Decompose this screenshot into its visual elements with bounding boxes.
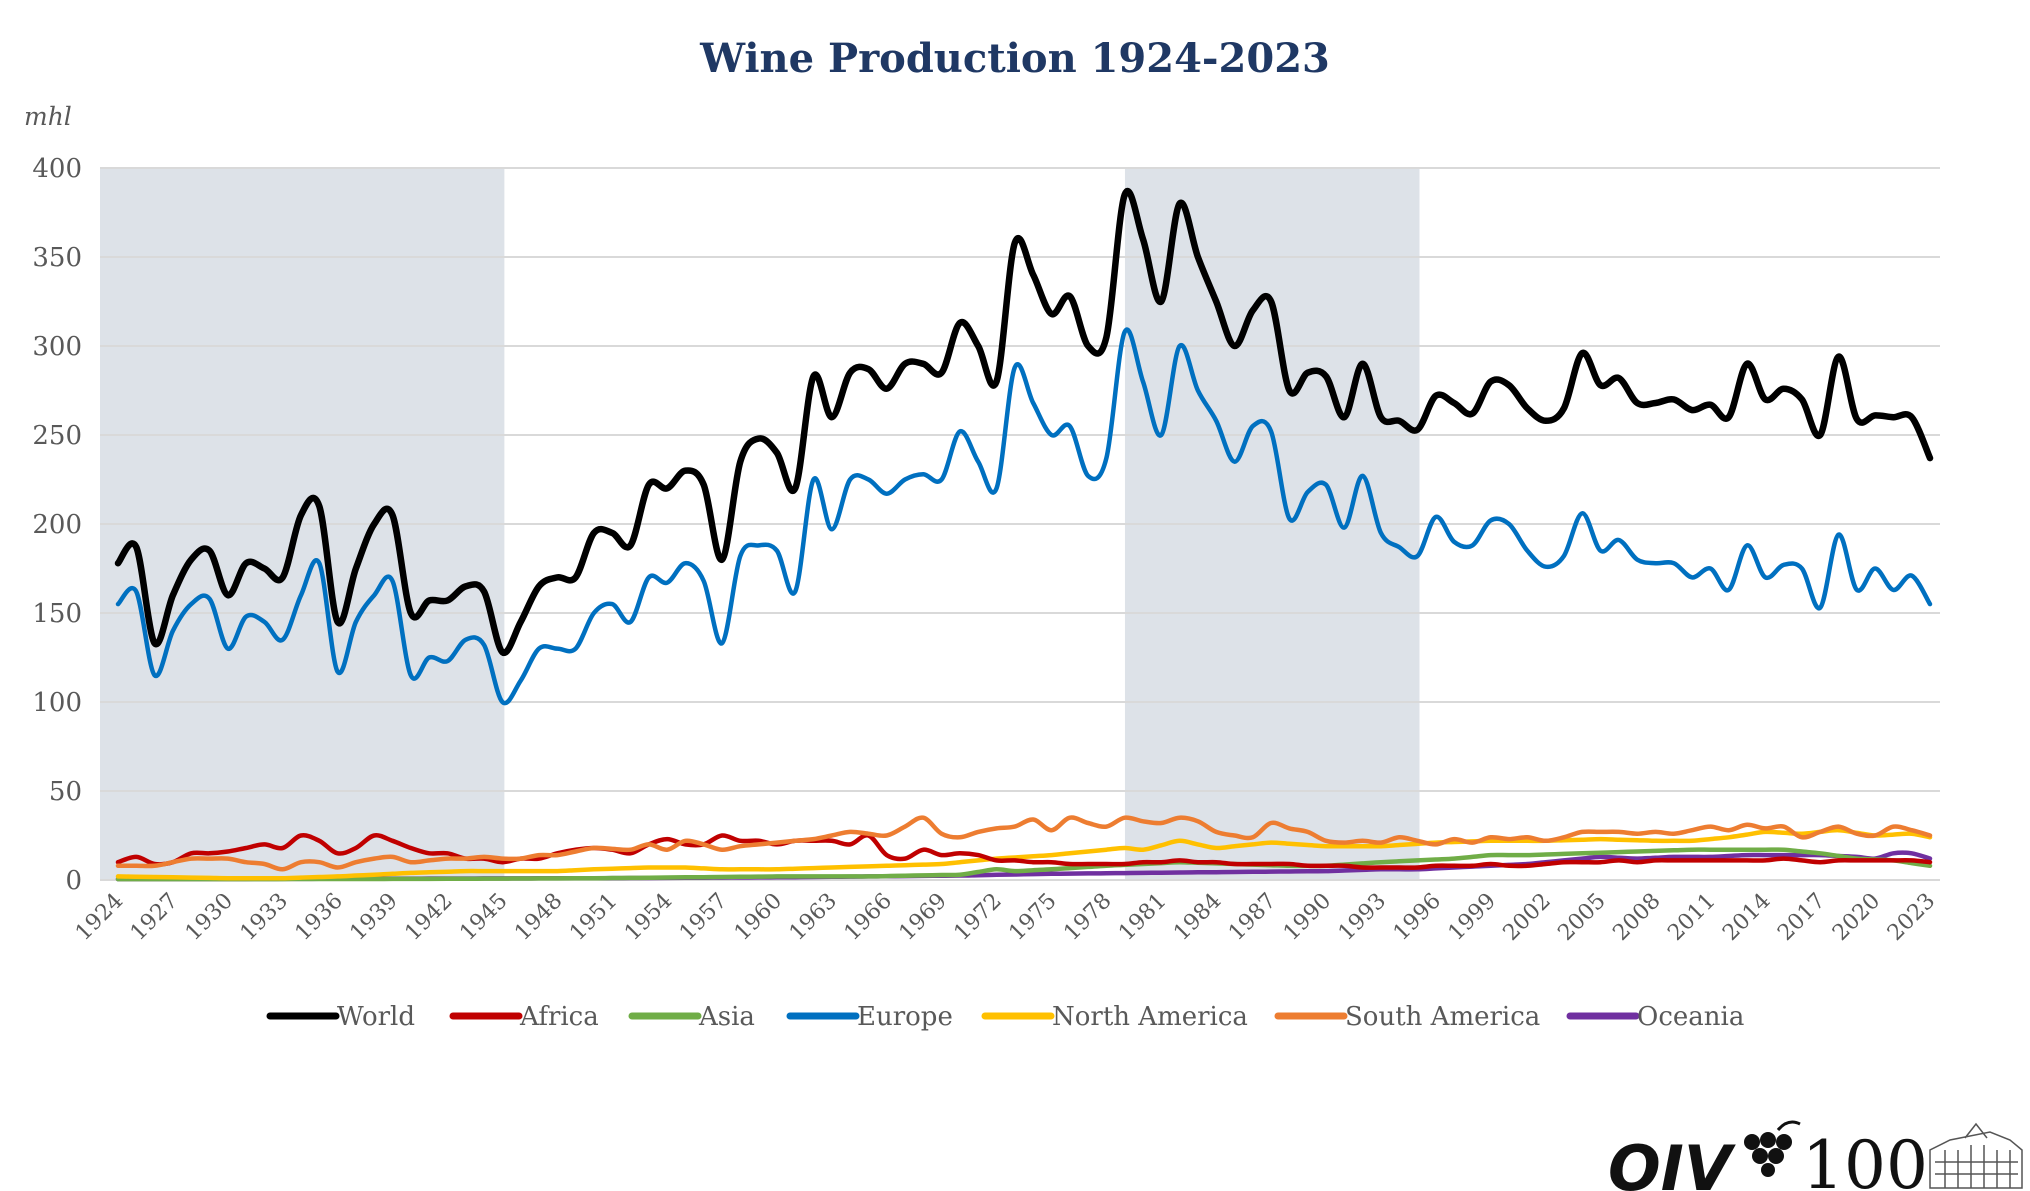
y-tick-label: 200 [32, 510, 82, 540]
x-tick-label: 1954 [620, 889, 677, 946]
y-axis-unit-label: mhl [24, 102, 72, 131]
x-tick-label: 1936 [291, 889, 348, 946]
x-tick-label: 1939 [346, 889, 403, 946]
x-tick-label: 1975 [1004, 889, 1061, 946]
y-tick-label: 50 [49, 777, 82, 807]
series-line-europe [115, 327, 1933, 706]
x-tick-label: 1981 [1114, 889, 1171, 946]
series-line-asia [115, 847, 1933, 882]
y-axis-ticks: 0 50 100 150 200 250 300 350 400 [32, 154, 82, 896]
x-tick-label: 1987 [1224, 889, 1281, 946]
x-tick-label: 1927 [126, 889, 183, 946]
legend-label: South America [1345, 1002, 1540, 1032]
x-tick-label: 1984 [1169, 889, 1226, 946]
x-tick-label: 1996 [1389, 889, 1446, 946]
legend-label: Africa [519, 1002, 599, 1032]
x-tick-label: 2023 [1883, 889, 1940, 946]
x-tick-label: 1990 [1279, 889, 1336, 946]
series-lines [114, 188, 1934, 882]
logo-oiv-text: OIV [1608, 1132, 1737, 1191]
logo-number: 100 [1802, 1127, 1928, 1191]
x-tick-label: 2014 [1718, 889, 1775, 946]
x-tick-label: 2005 [1554, 889, 1611, 946]
y-tick-label: 0 [65, 866, 82, 896]
x-tick-label: 1951 [565, 889, 622, 946]
x-tick-label: 1945 [455, 889, 512, 946]
x-tick-label: 1999 [1444, 889, 1501, 946]
legend-label: North America [1052, 1002, 1248, 1032]
x-tick-label: 1972 [950, 889, 1007, 946]
legend-label: Oceania [1637, 1002, 1744, 1032]
y-tick-label: 400 [32, 154, 82, 184]
x-tick-label: 2002 [1499, 889, 1556, 946]
x-tick-label: 1960 [730, 889, 787, 946]
y-tick-label: 250 [32, 421, 82, 451]
x-tick-label: 1942 [400, 889, 457, 946]
oiv-100-logo: OIV 100 [1608, 1120, 2023, 1191]
x-tick-label: 1948 [510, 889, 567, 946]
legend-label: World [337, 1002, 415, 1032]
legend-label: Asia [698, 1002, 755, 1032]
x-tick-label: 1966 [840, 889, 897, 946]
building-icon [1929, 1122, 2023, 1189]
gridlines [100, 167, 1940, 881]
x-tick-label: 1963 [785, 889, 842, 946]
x-tick-label: 2008 [1608, 889, 1665, 946]
series-line-world [114, 188, 1934, 657]
series-line-south-america [115, 815, 1933, 872]
y-tick-label: 100 [32, 688, 82, 718]
x-tick-label: 1993 [1334, 889, 1391, 946]
y-tick-label: 350 [32, 243, 82, 273]
grape-cluster-icon [1744, 1120, 1801, 1177]
x-tick-label: 1969 [895, 889, 952, 946]
chart-title: Wine Production 1924-2023 [699, 35, 1330, 82]
y-tick-label: 150 [32, 599, 82, 629]
x-tick-label: 1924 [71, 889, 128, 946]
series-line-africa [115, 833, 1933, 870]
legend-label: Europe [857, 1002, 953, 1032]
x-tick-label: 2011 [1663, 889, 1720, 946]
x-tick-label: 2020 [1828, 889, 1885, 946]
x-tick-label: 2017 [1773, 889, 1830, 946]
x-tick-label: 1978 [1059, 889, 1116, 946]
series-line-north-america [115, 827, 1933, 881]
x-tick-label: 1933 [236, 889, 293, 946]
x-tick-label: 1930 [181, 889, 238, 946]
y-tick-label: 300 [32, 332, 82, 362]
legend: World Africa Asia Europe North America South … [266, 1002, 1744, 1032]
x-axis-ticks: 1924192719301933193619391942194519481951… [71, 889, 1940, 946]
x-tick-label: 1957 [675, 889, 732, 946]
